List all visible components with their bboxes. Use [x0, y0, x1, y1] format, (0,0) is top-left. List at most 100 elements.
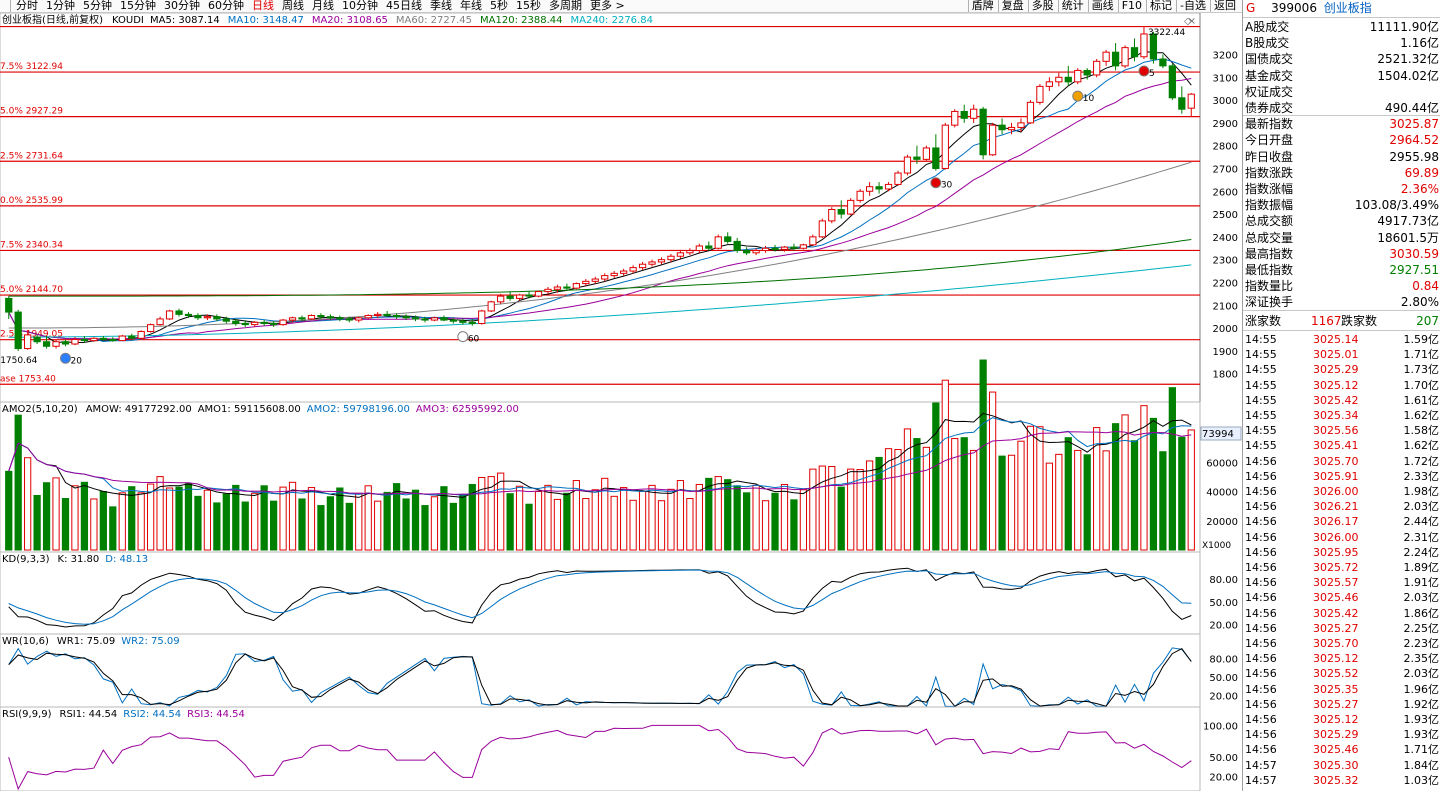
tick-row: 14:56 3025.52 2.03亿: [1243, 666, 1440, 681]
volume-bar: [970, 449, 978, 551]
price-axis-tick-2600: 2600: [1213, 187, 1238, 198]
tick-row: 14:56 3025.35 1.96亿: [1243, 682, 1440, 697]
candle-up: [1093, 60, 1101, 76]
toolbar-盾牌[interactable]: 盾牌: [971, 0, 994, 12]
toolbar-日线[interactable]: 日线: [252, 0, 274, 12]
volume-bar: [165, 487, 174, 551]
toolbar-F10[interactable]: F10: [1121, 0, 1143, 12]
toolbar-返回[interactable]: 返回: [1214, 0, 1236, 12]
toolbar-统计[interactable]: 统计: [1061, 0, 1084, 12]
stat-row: 指数振幅 103.08/3.49%: [1243, 197, 1440, 213]
tick-row: 14:55 3025.41 1.62亿: [1243, 438, 1440, 453]
candle-down: [1130, 47, 1139, 58]
toolbar-年线[interactable]: 年线: [460, 0, 482, 12]
toolbar-月线[interactable]: 月线: [312, 0, 334, 12]
kline-chart[interactable]: 1800 1900 2000 2100 2200 2300 2400 2500 2600 2700…: [0, 13, 1242, 791]
candle-down: [14, 311, 22, 350]
price-axis-tick-2900: 2900: [1213, 119, 1238, 130]
volume-bar: [421, 505, 429, 551]
candle-up: [147, 324, 155, 332]
stat-row: 权证成交: [1243, 84, 1440, 100]
tick-time: 14:56: [1245, 682, 1277, 696]
candle-down: [525, 294, 533, 297]
toolbar-5秒[interactable]: 5秒: [490, 0, 508, 12]
toolbar-标记[interactable]: 标记: [1150, 0, 1173, 12]
rsi-pane-title: RSI(9,9,9): [2, 709, 52, 720]
stat-row: 基金成交 1504.02亿: [1243, 68, 1440, 84]
toolbar-1分钟[interactable]: 1分钟: [46, 0, 75, 12]
volume-bar: [1093, 427, 1101, 551]
tick-amount: 2.35亿: [1403, 652, 1440, 666]
stat-label: 总成交量: [1245, 230, 1294, 245]
volume-bar: [809, 468, 817, 551]
volume-bar: [1045, 462, 1053, 551]
close-icon: ×: [1188, 16, 1196, 27]
toolbar-季线[interactable]: 季线: [430, 0, 452, 12]
stat-value: 4917.73亿: [1377, 214, 1439, 229]
candle-up: [922, 147, 931, 160]
candle-down: [213, 316, 221, 320]
toolbar-60分钟[interactable]: 60分钟: [208, 0, 244, 12]
toolbar-多周期[interactable]: 多周期: [549, 0, 582, 12]
tick-time: 14:56: [1245, 561, 1277, 574]
stat-value: 2.36%: [1400, 182, 1439, 196]
tick-price: 3025.46: [1313, 743, 1359, 757]
candle-down: [875, 186, 883, 190]
tick-price: 3025.95: [1313, 545, 1359, 559]
stat-label: 昨日收盘: [1245, 149, 1294, 164]
toolbar-10分钟[interactable]: 10分钟: [342, 0, 378, 12]
tick-row: 14:55 3025.34 1.62亿: [1243, 408, 1440, 423]
stat-value: 1504.02亿: [1377, 68, 1439, 83]
toolbar-15秒[interactable]: 15秒: [516, 0, 541, 12]
toolbar-复盘[interactable]: 复盘: [1001, 0, 1024, 12]
tick-price: 3025.12: [1313, 713, 1359, 726]
stat-value: 2.80%: [1400, 295, 1439, 310]
candle-down: [837, 209, 845, 215]
volume-ma-line: [8, 417, 1192, 496]
toolbar-分时[interactable]: 分时: [16, 0, 38, 12]
volume-bar: [525, 503, 533, 551]
toolbar-更多 >[interactable]: 更多 >: [590, 0, 625, 12]
toolbar-5分钟[interactable]: 5分钟: [83, 0, 112, 12]
volume-bar: [374, 500, 382, 551]
candle-down: [80, 338, 89, 342]
volume-bar: [667, 488, 675, 551]
tick-time: 14:56: [1245, 545, 1277, 559]
pattern-marker-label: 30: [941, 181, 953, 191]
toolbar-30分钟[interactable]: 30分钟: [164, 0, 200, 12]
price-axis-tick-1800: 1800: [1213, 370, 1238, 381]
toolbar--自选[interactable]: -自选: [1180, 0, 1206, 12]
candle-up: [478, 310, 486, 324]
tick-row: 14:56 3026.17 2.44亿: [1243, 514, 1440, 529]
candle-up: [894, 172, 902, 185]
toolbar-divider: [1210, 0, 1211, 12]
index-code: 399006: [1271, 1, 1317, 15]
tick-amount: 2.31亿: [1403, 530, 1440, 544]
stat-row: 昨日收盘 2955.98: [1243, 149, 1440, 165]
volume-bar: [5, 470, 13, 551]
toolbar-多股[interactable]: 多股: [1031, 0, 1054, 12]
volume-bar: [686, 498, 694, 551]
tick-row: 14:56 3025.91 2.33亿: [1243, 469, 1440, 484]
toolbar-15分钟[interactable]: 15分钟: [120, 0, 156, 12]
tick-time: 14:56: [1245, 576, 1277, 590]
rise-label: 涨家数: [1245, 314, 1282, 328]
volume-bar: [951, 438, 959, 551]
stat-row: 最新指数 3025.87: [1243, 116, 1440, 132]
tick-price: 3025.56: [1313, 424, 1359, 438]
toolbar-45日线[interactable]: 45日线: [386, 0, 422, 12]
volume-bar: [336, 487, 344, 551]
volume-bar: [487, 476, 495, 551]
volume-bar: [828, 465, 836, 551]
toolbar-周线[interactable]: 周线: [282, 0, 304, 12]
candle-up: [534, 291, 543, 297]
tick-row: 14:56 3025.72 1.89亿: [1243, 560, 1440, 575]
tick-amount: 1.58亿: [1403, 424, 1440, 438]
tick-price: 3025.27: [1313, 697, 1359, 711]
volume-bar: [771, 492, 779, 551]
wr-pane-title: WR(10,6): [2, 636, 49, 647]
volume-bar: [998, 455, 1006, 551]
stat-label: 总成交额: [1245, 214, 1294, 229]
volume-bar: [449, 502, 457, 551]
toolbar-画线[interactable]: 画线: [1091, 0, 1114, 12]
